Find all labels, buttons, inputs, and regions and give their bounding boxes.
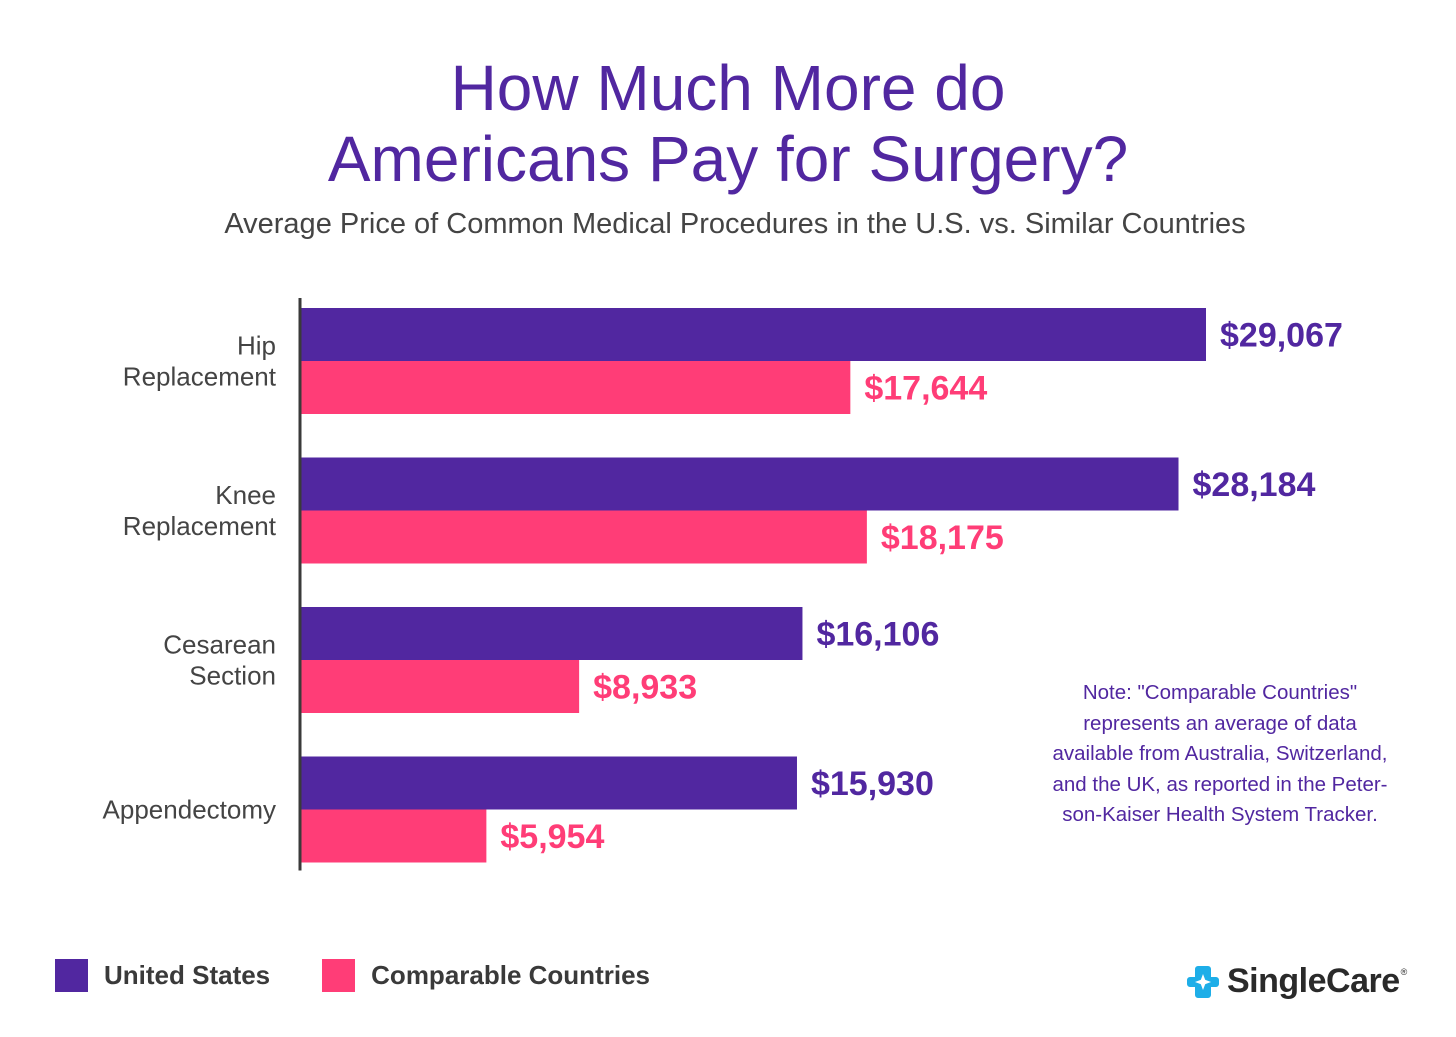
logo-text: SingleCare [1227,962,1400,1000]
value-label-united-states: $28,184 [1193,466,1316,504]
singlecare-logo: SingleCare ® [1185,962,1407,1001]
category-label: Replacement [123,511,277,541]
bar-comparable-countries [301,361,851,414]
bar-united-states [301,756,797,810]
value-label-comparable-countries: $8,933 [593,669,697,707]
chart-title-line-2: Americans Pay for Surgery? [327,123,1129,195]
bar-united-states [301,457,1179,511]
note-line: Note: "Comparable Countries" [1082,681,1358,704]
bar-comparable-countries [301,809,487,863]
legend-label-united-states: United States [104,959,271,990]
value-label-united-states: $16,106 [816,616,939,654]
value-label-comparable-countries: $18,175 [881,519,1004,557]
bar-comparable-countries [301,510,867,564]
chart-note: Note: "Comparable Countries" represents … [1005,678,1435,831]
legend-swatch-comparable-countries [322,958,356,992]
value-label-united-states: $29,067 [1220,317,1343,355]
legend-item-comparable-countries: Comparable Countries [322,958,650,992]
note-line: son-Kaiser Health System Tracker. [1062,803,1378,826]
note-line: represents an average of data [1083,711,1357,735]
category-label: Knee [215,480,276,510]
logo-registered-mark: ® [1400,966,1408,977]
value-label-united-states: $15,930 [811,765,934,803]
category-label: Section [189,661,276,691]
singlecare-cross-icon [1187,965,1219,998]
legend-label-comparable-countries: Comparable Countries [371,959,650,990]
value-label-comparable-countries: $5,954 [500,818,604,856]
category-label: Cesarean [163,630,276,660]
bar-united-states [301,607,803,660]
chart-title-line-1: How Much More do [450,52,1006,124]
bar-comparable-countries [301,660,580,713]
chart-subtitle: Average Price of Common Medical Procedur… [224,208,1246,240]
value-label-comparable-countries: $17,644 [864,370,987,408]
note-line: available from Australia, Switzerland, [1052,742,1388,765]
legend-item-united-states: United States [55,958,271,992]
chart-legend: United States Comparable Countries [55,957,702,993]
category-label: Appendectomy [103,795,276,825]
bar-united-states [301,308,1206,361]
legend-swatch-united-states [55,958,88,992]
category-label: Hip [237,331,276,361]
category-label: Replacement [123,362,277,392]
note-line: and the UK, as reported in the Peter- [1052,772,1388,796]
